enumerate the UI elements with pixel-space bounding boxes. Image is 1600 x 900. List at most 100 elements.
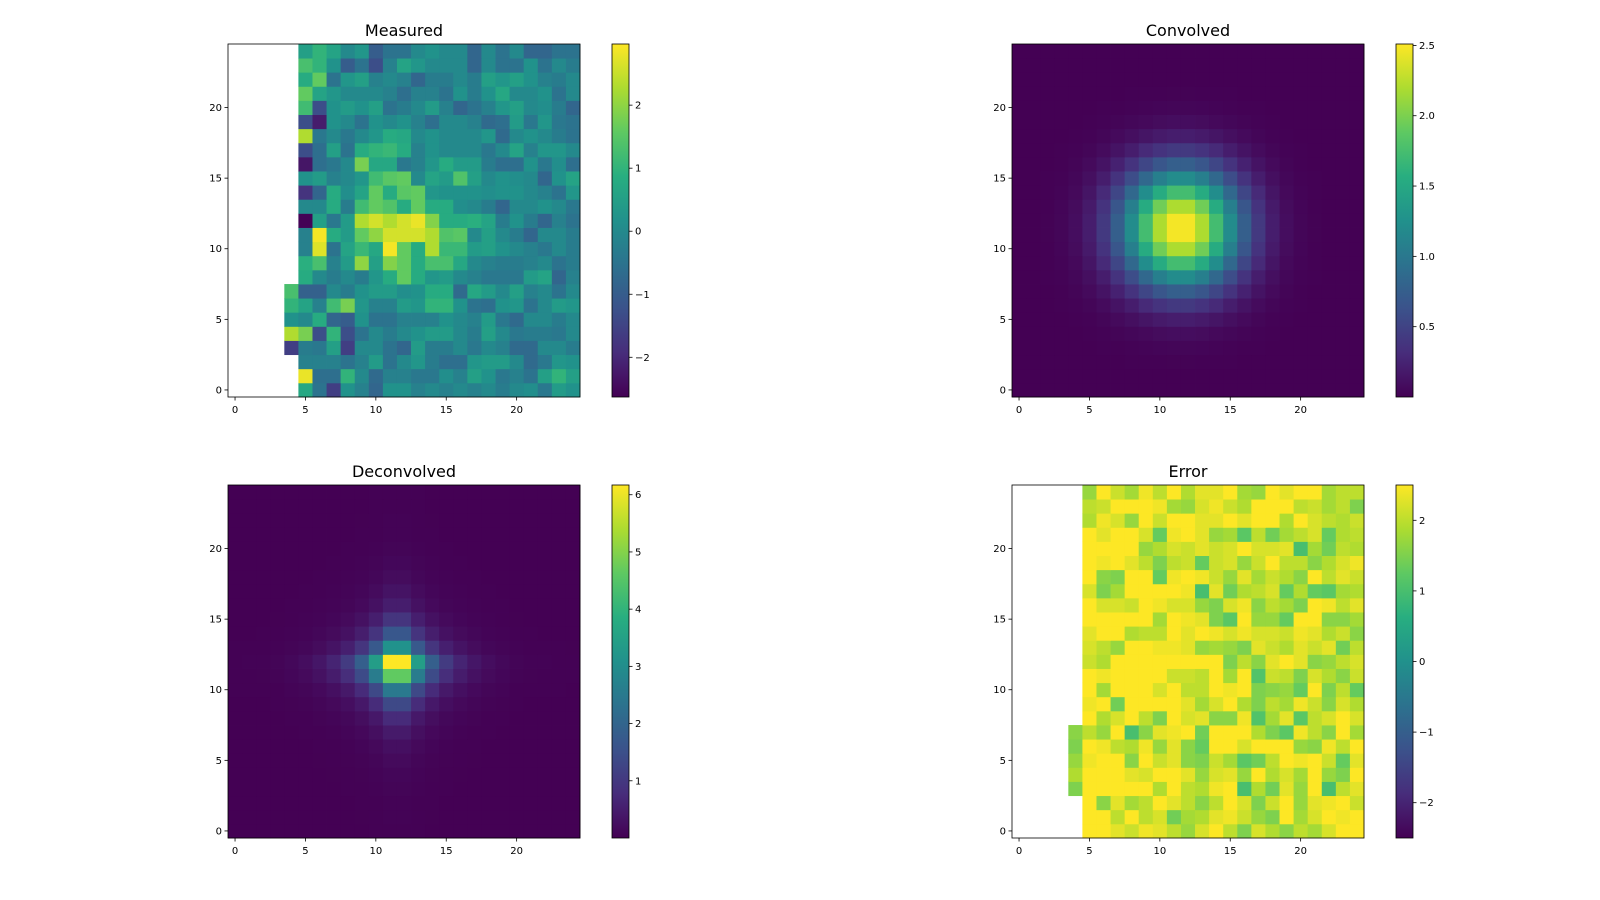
heatmap-cell	[242, 612, 257, 627]
heatmap-cell	[1124, 626, 1140, 641]
heatmap-cell	[284, 739, 299, 754]
heatmap-cell	[467, 171, 482, 186]
heatmap-cell	[1279, 284, 1294, 299]
heatmap-cell	[467, 354, 482, 370]
heatmap-cell	[411, 58, 426, 73]
heatmap-cell	[1026, 185, 1041, 200]
heatmap-cell	[537, 100, 553, 115]
colorbar: 0.51.01.52.02.5	[1395, 41, 1435, 398]
heatmap-cell	[481, 541, 496, 556]
heatmap-cell	[354, 612, 370, 627]
heatmap-cell	[1180, 58, 1196, 73]
heatmap-cell	[312, 781, 327, 797]
heatmap-cell	[368, 156, 384, 172]
heatmap-cell	[481, 640, 496, 655]
heatmap-cell	[326, 499, 342, 514]
heatmap-cell	[354, 513, 370, 528]
heatmap-cell	[1335, 213, 1351, 228]
heatmap-cell	[340, 284, 356, 299]
heatmap-cell	[326, 326, 342, 341]
heatmap-cell	[1166, 583, 1182, 599]
heatmap-cell	[523, 284, 539, 299]
heatmap-cell	[340, 739, 356, 754]
heatmap-cell	[1166, 368, 1182, 384]
heatmap-cell	[1293, 171, 1309, 186]
heatmap-cell	[354, 696, 370, 712]
heatmap-cell	[425, 725, 440, 740]
heatmap-cell	[453, 597, 468, 613]
heatmap-cell	[1195, 86, 1210, 101]
heatmap-cell	[453, 654, 468, 669]
heatmap-cell	[1012, 312, 1027, 327]
heatmap-cell	[284, 513, 299, 528]
heatmap-cell	[1209, 682, 1224, 698]
heatmap-cell	[1166, 612, 1182, 627]
heatmap-cell	[439, 227, 454, 243]
heatmap-cell	[1152, 199, 1168, 214]
heatmap-cell	[551, 326, 567, 341]
heatmap-cell	[1180, 199, 1196, 214]
heatmap-cell	[1223, 640, 1238, 655]
heatmap-cell	[298, 213, 313, 228]
heatmap-cell	[1265, 739, 1280, 754]
heatmap-cell	[368, 640, 384, 655]
subplot-title: Error	[1169, 462, 1208, 481]
heatmap-cell	[1054, 128, 1069, 144]
heatmap-cell	[1180, 527, 1196, 542]
heatmap-cell	[565, 142, 581, 158]
heatmap-cell	[312, 100, 327, 115]
heatmap-cell	[298, 597, 313, 613]
heatmap-cell	[1335, 58, 1351, 73]
heatmap-cell	[382, 696, 398, 712]
heatmap-cell	[509, 626, 525, 641]
heatmap-cell	[411, 142, 426, 158]
heatmap-cell	[326, 739, 342, 754]
heatmap-cell	[1349, 100, 1365, 115]
heatmap-cell	[481, 485, 496, 500]
heatmap-cell	[1195, 527, 1210, 542]
x-tick-label: 0	[232, 405, 238, 416]
heatmap-cell	[425, 597, 440, 613]
heatmap-cell	[1180, 710, 1196, 726]
heatmap-cell	[1180, 156, 1196, 172]
heatmap-cell	[1068, 269, 1083, 285]
heatmap-cell	[382, 499, 398, 514]
heatmap-cell	[481, 753, 496, 768]
heatmap-cell	[425, 269, 440, 285]
heatmap-cell	[1307, 640, 1323, 655]
heatmap-cell	[1223, 513, 1238, 528]
heatmap-cell	[495, 823, 510, 839]
colorbar-tick-label: 1	[1419, 586, 1425, 597]
heatmap-cell	[1349, 781, 1365, 797]
heatmap-cell	[1026, 128, 1041, 144]
heatmap-cell	[1349, 199, 1365, 214]
heatmap-cell	[509, 128, 525, 144]
heatmap-cell	[537, 527, 553, 542]
heatmap-cell	[537, 612, 553, 627]
heatmap-cell	[1195, 499, 1210, 514]
heatmap-cell	[1180, 269, 1196, 285]
heatmap-cell	[1195, 156, 1210, 172]
heatmap-cell	[1110, 781, 1126, 797]
heatmap-cell	[242, 809, 257, 825]
heatmap-cell	[411, 654, 426, 669]
heatmap-cell	[1195, 612, 1210, 627]
heatmap-cell	[453, 767, 468, 782]
heatmap-cell	[439, 58, 454, 73]
heatmap-cell	[1307, 569, 1323, 585]
heatmap-cell	[425, 555, 440, 571]
heatmap-cell	[1110, 597, 1126, 613]
heatmap-cell	[1335, 809, 1351, 825]
heatmap-cell	[1251, 739, 1266, 754]
heatmap-cell	[1110, 569, 1126, 585]
heatmap-cell	[565, 809, 581, 825]
heatmap-cell	[382, 809, 398, 825]
heatmap-cell	[1223, 654, 1238, 669]
heatmap-cell	[495, 682, 510, 698]
heatmap-cell	[354, 382, 370, 398]
heatmap-cell	[1054, 213, 1069, 228]
heatmap-cell	[565, 100, 581, 115]
heatmap-cell	[1279, 612, 1294, 627]
heatmap-cell	[368, 583, 384, 599]
heatmap-cell	[1180, 640, 1196, 655]
